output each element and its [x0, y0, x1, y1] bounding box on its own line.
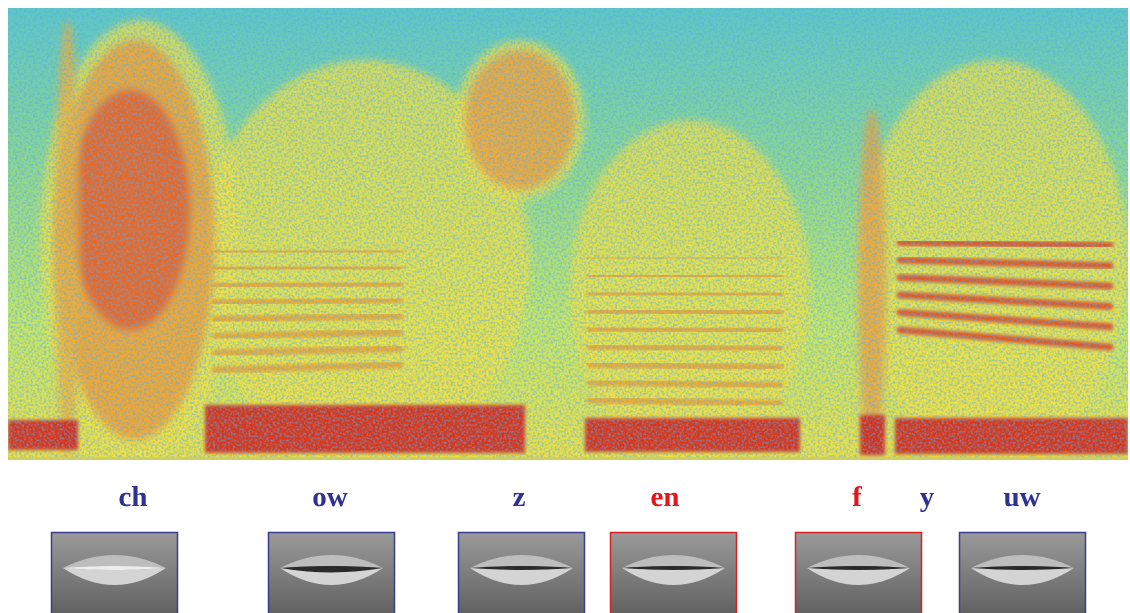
phoneme-label: z	[513, 481, 526, 513]
phoneme-label: ch	[119, 481, 148, 513]
lip-image	[268, 532, 395, 613]
lip-image	[51, 532, 178, 613]
noise	[8, 8, 1128, 460]
phoneme-label: f	[852, 481, 862, 513]
phoneme-labels: ch ow z en f y uw	[119, 481, 1041, 513]
lip-image	[795, 532, 922, 613]
phoneme-label: en	[651, 481, 680, 513]
phoneme-label: uw	[1003, 481, 1040, 513]
page: {"phonemes": [ {"label": "ch", "color": …	[0, 0, 1130, 613]
lip-image	[959, 532, 1086, 613]
spectrogram	[8, 8, 1128, 460]
phoneme-label: ow	[312, 481, 348, 513]
phoneme-label: y	[920, 481, 935, 513]
lip-image	[458, 532, 585, 613]
figure: ch ow z en f y uw	[0, 0, 1130, 613]
lip-image	[610, 532, 737, 613]
lip-images	[51, 532, 1086, 613]
baseline	[8, 457, 1128, 460]
